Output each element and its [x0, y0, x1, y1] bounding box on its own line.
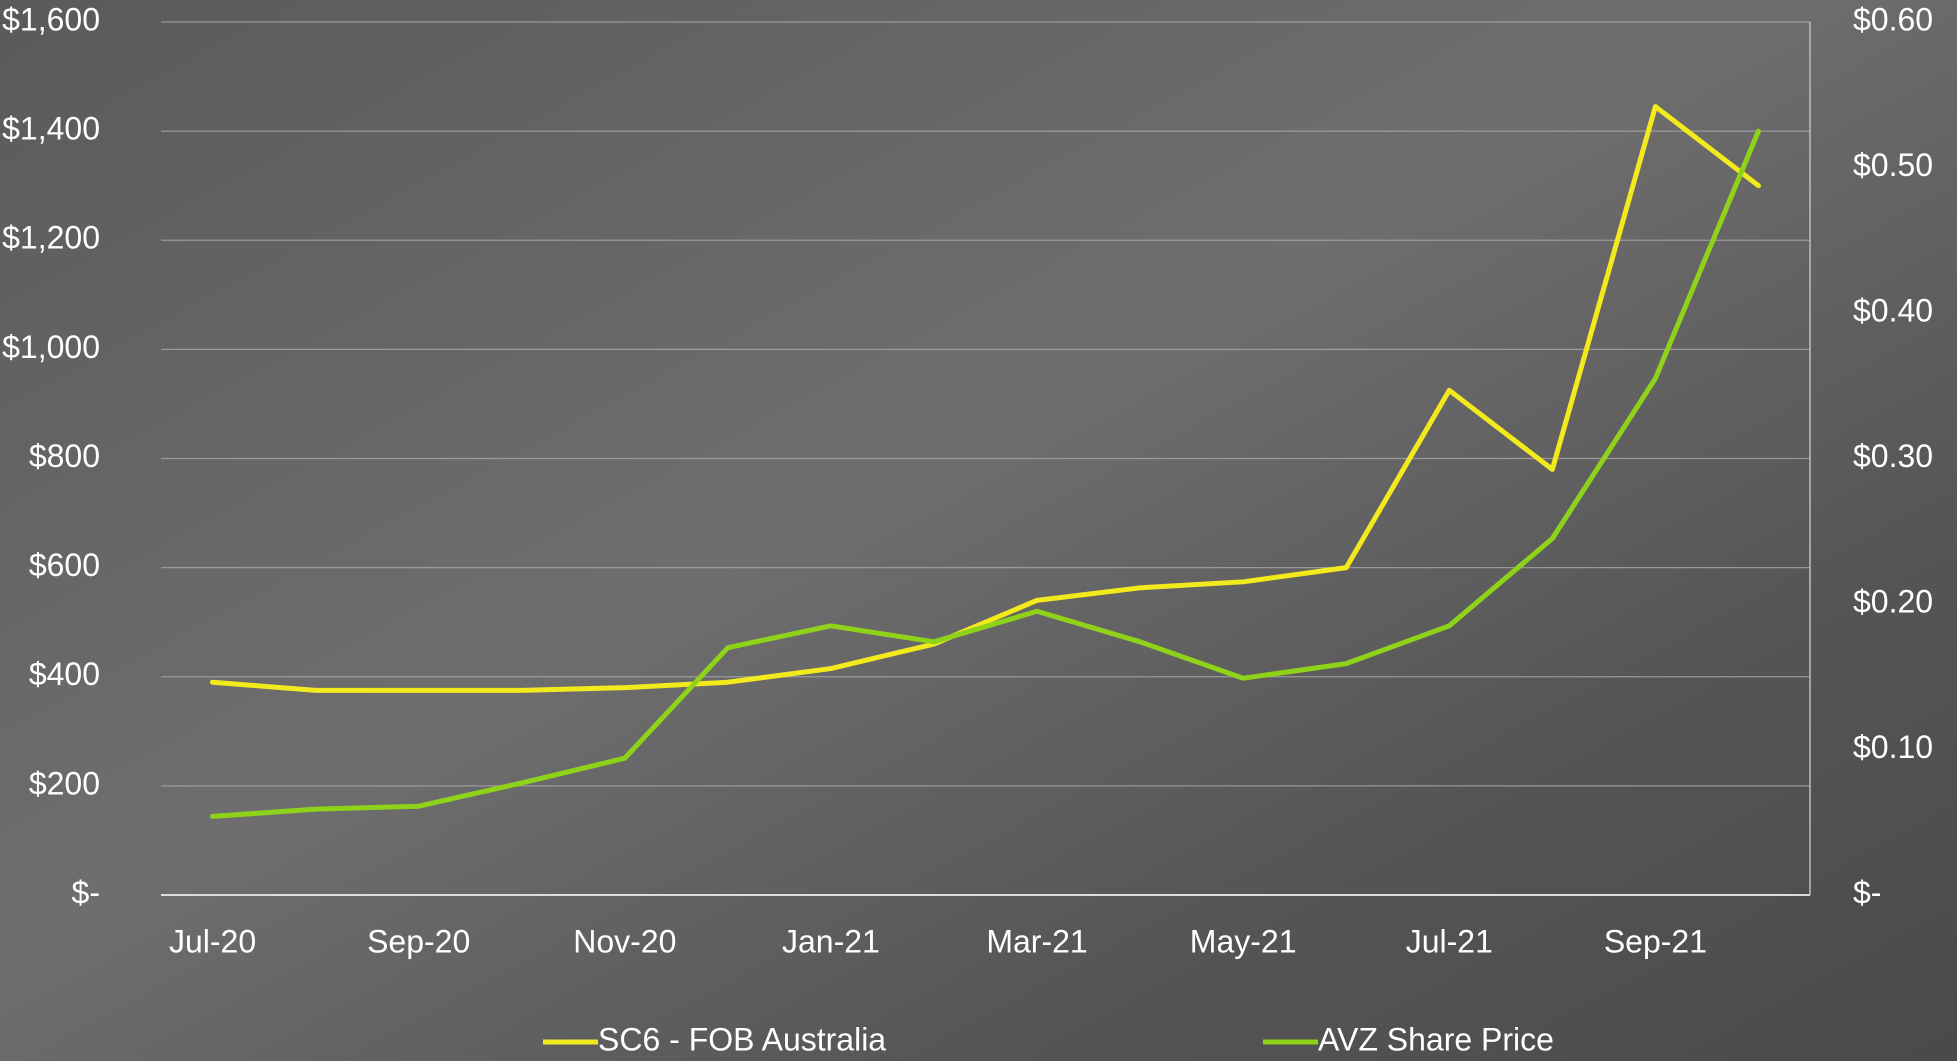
y2-tick-label: $0.60 — [1853, 1, 1933, 37]
y-tick-label: $200 — [29, 765, 100, 801]
x-tick-label: Sep-20 — [367, 923, 470, 959]
y-tick-label: $- — [72, 874, 100, 910]
y-tick-label: $1,400 — [2, 111, 100, 147]
y-tick-label: $800 — [29, 438, 100, 474]
x-tick-label: May-21 — [1190, 923, 1297, 959]
y2-tick-label: $0.40 — [1853, 292, 1933, 328]
y2-tick-label: $0.50 — [1853, 147, 1933, 183]
y2-tick-label: $0.10 — [1853, 729, 1933, 765]
x-tick-label: Nov-20 — [573, 923, 676, 959]
legend-label: AVZ Share Price — [1318, 1021, 1554, 1057]
page: {"chart_data": { "type": "line", "catego… — [0, 0, 1957, 1061]
x-tick-label: Sep-21 — [1604, 923, 1707, 959]
x-tick-label: Mar-21 — [986, 923, 1087, 959]
y2-tick-label: $0.30 — [1853, 438, 1933, 474]
y2-tick-label: $0.20 — [1853, 583, 1933, 619]
y-tick-label: $1,200 — [2, 220, 100, 256]
y-tick-label: $1,600 — [2, 1, 100, 37]
y-tick-label: $1,000 — [2, 329, 100, 365]
background — [0, 0, 1957, 1061]
y-tick-label: $600 — [29, 547, 100, 583]
y-tick-label: $400 — [29, 656, 100, 692]
y2-tick-label: $- — [1853, 874, 1881, 910]
x-tick-label: Jul-20 — [169, 923, 256, 959]
legend-label: SC6 - FOB Australia — [598, 1021, 886, 1057]
x-tick-label: Jan-21 — [782, 923, 880, 959]
x-tick-label: Jul-21 — [1406, 923, 1493, 959]
chart: $- $200 $400 $600 $800 $1,000 $1,200 $1,400 $1,6… — [0, 0, 1957, 1061]
